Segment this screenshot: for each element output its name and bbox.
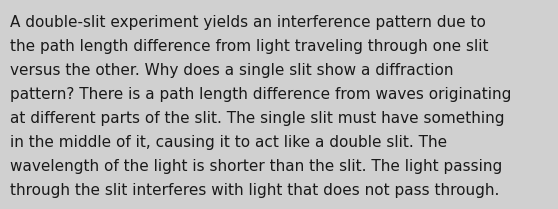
Text: at different parts of the slit. The single slit must have something: at different parts of the slit. The sing… [10,111,504,126]
Text: versus the other. Why does a single slit show a diffraction: versus the other. Why does a single slit… [10,63,454,78]
Text: the path length difference from light traveling through one slit: the path length difference from light tr… [10,39,489,54]
Text: in the middle of it, causing it to act like a double slit. The: in the middle of it, causing it to act l… [10,135,447,150]
Text: pattern? There is a path length difference from waves originating: pattern? There is a path length differen… [10,87,512,102]
Text: wavelength of the light is shorter than the slit. The light passing: wavelength of the light is shorter than … [10,159,502,174]
Text: through the slit interferes with light that does not pass through.: through the slit interferes with light t… [10,183,499,198]
Text: A double-slit experiment yields an interference pattern due to: A double-slit experiment yields an inter… [10,15,486,30]
